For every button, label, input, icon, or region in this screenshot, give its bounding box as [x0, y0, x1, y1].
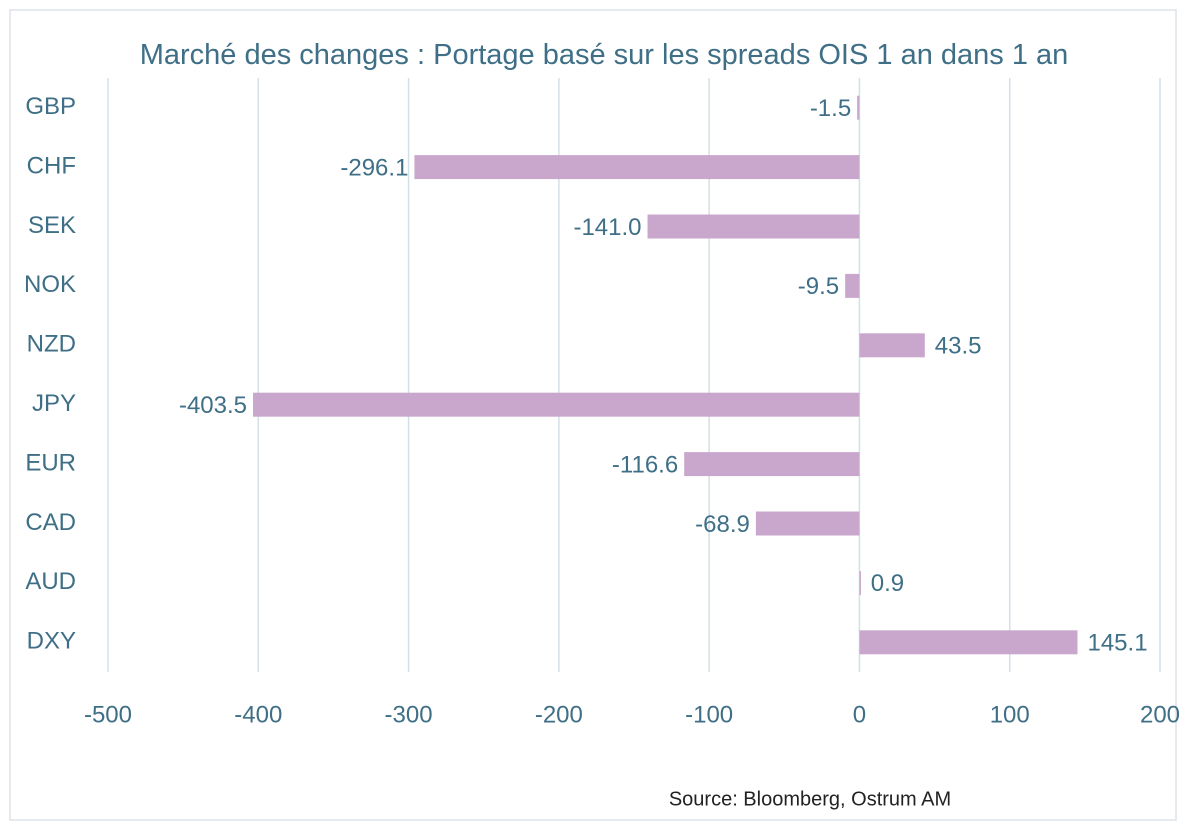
bar [859, 630, 1078, 655]
bar [859, 570, 861, 595]
x-tick-label: 0 [853, 701, 866, 728]
bar [859, 333, 925, 358]
bar [414, 155, 860, 180]
y-tick-label: AUD [25, 568, 76, 595]
bar [755, 511, 860, 536]
x-tick-label: 200 [1140, 701, 1180, 728]
y-tick-label: SEK [28, 212, 76, 239]
data-label: 43.5 [935, 333, 982, 360]
x-tick-label: -400 [234, 701, 282, 728]
frame [9, 9, 1177, 821]
y-tick-label: CHF [27, 152, 76, 179]
y-tick-label: NZD [27, 331, 76, 358]
x-tick-label: 100 [990, 701, 1030, 728]
chart-title: Marché des changes : Portage basé sur le… [139, 39, 1069, 71]
y-tick-label: DXY [27, 628, 76, 655]
x-tick-label: -100 [685, 701, 733, 728]
y-tick-label: JPY [32, 390, 76, 417]
bar [845, 273, 860, 298]
bar [647, 214, 860, 239]
bar [684, 452, 860, 477]
data-label: -116.6 [612, 451, 678, 478]
y-tick-label: CAD [25, 509, 76, 536]
bar [253, 392, 860, 417]
data-label: -1.5 [810, 95, 851, 122]
data-label: -68.9 [695, 511, 750, 538]
source: Source: Bloomberg, Ostrum AM [669, 788, 951, 810]
data-label: 0.9 [871, 570, 904, 597]
x-tick-label: -500 [84, 701, 132, 728]
y-tick-label: NOK [24, 271, 76, 298]
bar [857, 95, 860, 120]
data-label: -141.0 [573, 214, 641, 241]
y-tick-label: GBP [25, 93, 76, 120]
y-tick-label: EUR [25, 449, 76, 476]
data-label: -296.1 [340, 154, 408, 181]
data-label: -403.5 [179, 392, 247, 419]
x-tick-label: -200 [535, 701, 583, 728]
data-label: 145.1 [1087, 630, 1147, 657]
x-tick-label: -300 [385, 701, 433, 728]
data-label: -9.5 [798, 273, 839, 300]
